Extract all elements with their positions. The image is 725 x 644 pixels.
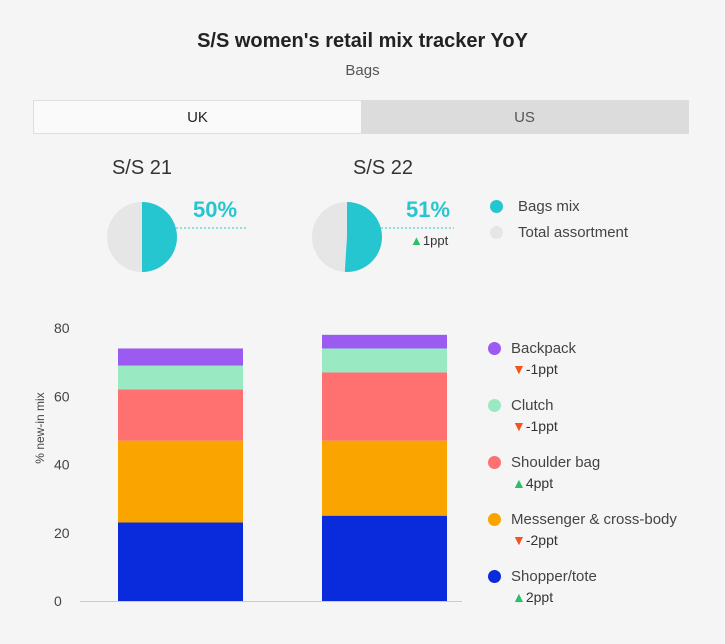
stack-legend-name: Messenger & cross-body xyxy=(488,511,677,528)
series-change: ▼-1ppt xyxy=(512,418,558,434)
bar-segment xyxy=(322,372,447,441)
bar-segment xyxy=(118,389,243,441)
series-change: ▼-1ppt xyxy=(512,361,576,377)
y-tick-label: 20 xyxy=(54,525,70,541)
stack-legend-name: Shoulder bag xyxy=(488,454,600,471)
total-assortment-dot-icon xyxy=(490,226,503,239)
season-label-ss22: S/S 22 xyxy=(352,157,414,179)
down-triangle-icon: ▼ xyxy=(512,532,526,548)
y-axis-label: % new-in mix xyxy=(33,392,47,463)
chart-subtitle: Bags xyxy=(345,62,380,79)
stack-legend-name: Clutch xyxy=(488,397,558,414)
series-dot-icon xyxy=(488,513,501,526)
bar-segment xyxy=(322,334,447,349)
series-name: Messenger & cross-body xyxy=(511,511,677,528)
pie-delta-value: 1ppt xyxy=(422,233,449,248)
down-triangle-icon: ▼ xyxy=(512,361,526,377)
bar-segment xyxy=(322,440,447,516)
series-dot-icon xyxy=(488,399,501,412)
bar-segment xyxy=(322,515,447,601)
series-change: ▲2ppt xyxy=(512,589,597,605)
series-change-value: 2ppt xyxy=(525,589,554,605)
up-triangle-icon: ▲ xyxy=(512,589,526,605)
legend-label: Bags mix xyxy=(518,198,580,215)
stack-legend-item: Backpack ▼-1ppt xyxy=(488,340,576,377)
stack-legend-item: Clutch ▼-1ppt xyxy=(488,397,558,434)
bar-segment xyxy=(118,365,243,390)
legend-label: Total assortment xyxy=(518,224,629,241)
tab-us[interactable]: US xyxy=(361,101,688,133)
series-dot-icon xyxy=(488,570,501,583)
series-dot-icon xyxy=(488,342,501,355)
y-tick-label: 0 xyxy=(54,593,62,609)
series-dot-icon xyxy=(488,456,501,469)
series-change-value: -2ppt xyxy=(525,532,558,548)
y-tick-label: 40 xyxy=(54,457,70,473)
stack-legend-name: Shopper/tote xyxy=(488,568,597,585)
down-triangle-icon: ▼ xyxy=(512,418,526,434)
series-change-value: -1ppt xyxy=(525,418,558,434)
y-tick-label: 60 xyxy=(54,388,70,404)
up-triangle-icon: ▲ xyxy=(512,475,526,491)
stack-legend-item: Shoulder bag ▲4ppt xyxy=(488,454,600,491)
bar-segment xyxy=(118,440,243,523)
market-tabs: UK US xyxy=(33,100,689,134)
up-triangle-icon: ▲ xyxy=(410,233,423,248)
stack-legend-item: Messenger & cross-body ▼-2ppt xyxy=(488,511,677,548)
series-name: Clutch xyxy=(511,397,554,414)
series-name: Shopper/tote xyxy=(511,568,597,585)
bar-segment xyxy=(322,348,447,373)
series-name: Backpack xyxy=(511,340,577,357)
bar-segment xyxy=(118,522,243,601)
legend-total-assortment: Total assortment xyxy=(490,224,628,241)
bar-segment xyxy=(118,348,243,366)
series-change-value: -1ppt xyxy=(525,361,558,377)
series-name: Shoulder bag xyxy=(511,454,601,471)
series-change: ▼-2ppt xyxy=(512,532,677,548)
tab-uk[interactable]: UK xyxy=(34,101,361,133)
pie-delta-ss22: ▲1ppt xyxy=(410,233,448,248)
legend-bags-mix: Bags mix xyxy=(490,198,580,215)
bags-mix-dot-icon xyxy=(490,200,503,213)
stack-legend-name: Backpack xyxy=(488,340,576,357)
pie-value-ss22: 51% xyxy=(406,197,451,222)
season-label-ss21: S/S 21 xyxy=(111,157,173,179)
series-change-value: 4ppt xyxy=(525,475,554,491)
pie-value-ss21: 50% xyxy=(193,197,238,222)
stack-legend-item: Shopper/tote ▲2ppt xyxy=(488,568,597,605)
chart-title: S/S women's retail mix tracker YoY xyxy=(197,30,528,52)
y-tick-label: 80 xyxy=(54,320,70,336)
series-change: ▲4ppt xyxy=(512,475,600,491)
